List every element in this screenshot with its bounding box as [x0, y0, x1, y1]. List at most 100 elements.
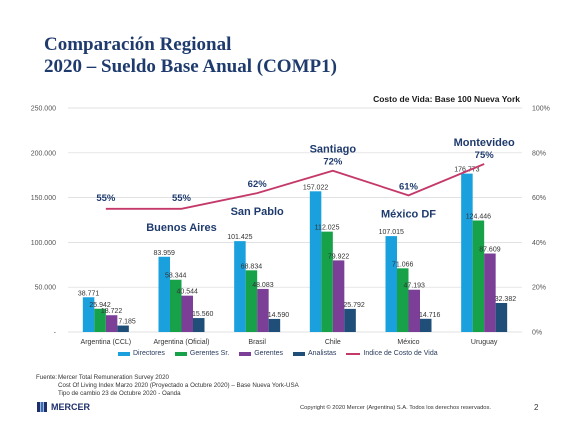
mercer-logo: MERCER — [37, 402, 90, 412]
bar-value-label: 157.022 — [303, 184, 328, 191]
bar-analistas — [495, 302, 508, 332]
y-tick-label: - — [54, 330, 57, 337]
legend-swatch — [293, 351, 305, 356]
bar-analistas — [117, 325, 129, 332]
y-tick-label: 200.000 — [31, 150, 56, 157]
bar-value-label: 32.382 — [495, 296, 517, 303]
brand-name: MERCER — [51, 402, 91, 412]
source-line-2: Cost Of Living Index Marzo 2020 (Proyect… — [58, 382, 299, 389]
city-label: Montevideo — [454, 137, 515, 149]
y2-tick-label: 0% — [532, 330, 542, 337]
bar-value-label: 25.792 — [343, 302, 365, 309]
source-line-3: Tipo de cambio 23 de Octubre 2020 - Oand… — [58, 390, 181, 397]
cost-index-label: 55% — [96, 193, 116, 204]
bar-value-label: 83.959 — [154, 250, 176, 257]
source-label: Fuente: — [36, 374, 57, 381]
chart-legend: Directores Gerentes Sr. Gerentes Analistas I… — [118, 350, 438, 357]
legend-item: Gerentes Sr. — [174, 350, 230, 357]
legend-item: Directores — [118, 350, 165, 357]
bar-directores — [309, 191, 322, 332]
y-tick-label: 250.000 — [31, 106, 56, 113]
y2-tick-label: 60% — [532, 195, 546, 202]
legend-swatch — [118, 351, 130, 356]
category-label: Argentina (Oficial) — [153, 339, 209, 346]
bar-analistas — [420, 318, 432, 332]
bar-value-label: 87.609 — [479, 247, 501, 254]
bar-analistas — [344, 308, 356, 332]
cost-index-label: 62% — [248, 179, 268, 190]
city-label: Buenos Aires — [146, 222, 217, 234]
bar-value-label: 176.773 — [454, 167, 479, 174]
bar-value-label: 40.544 — [177, 289, 199, 296]
bar-value-label: 48.083 — [252, 282, 274, 289]
bar-gerentes — [181, 295, 193, 332]
bar-value-label: 68.834 — [241, 263, 263, 270]
copyright-text: Copyright © 2020 Mercer (Argentina) S.A.… — [300, 405, 492, 411]
bar-value-label: 15.560 — [192, 311, 214, 318]
category-label: Brasil — [248, 339, 266, 346]
bar-gerentes-sr- — [245, 270, 258, 332]
bar-gerentes — [105, 315, 118, 332]
bar-gerentes — [332, 260, 345, 332]
bar-value-label: 79.922 — [328, 253, 350, 260]
bar-directores — [234, 241, 246, 332]
bar-value-label: 71.066 — [392, 261, 414, 268]
page-number: 2 — [534, 403, 539, 412]
legend-label: Gerentes Sr. — [189, 350, 230, 357]
cost-index-label: 61% — [399, 181, 419, 192]
source-line-1: Mercer Total Remuneration Survey 2020 — [58, 374, 169, 381]
bar-gerentes — [484, 253, 496, 332]
bar-gerentes-sr- — [321, 231, 333, 332]
bar-directores — [158, 256, 170, 332]
title-line-2: 2020 – Sueldo Base Anual (COMP1) — [44, 56, 337, 77]
legend-label: Analistas — [308, 350, 337, 357]
bar-value-label: 14.716 — [419, 312, 441, 319]
bar-gerentes-sr- — [397, 268, 409, 332]
bar-value-label: 18.722 — [101, 308, 123, 315]
legend-item: Analistas — [293, 350, 336, 357]
bar-gerentes — [257, 288, 269, 332]
y-tick-label: 50.000 — [35, 285, 57, 292]
cost-of-living-line — [105, 163, 485, 210]
bar-value-label: 58.344 — [165, 273, 187, 280]
category-label: Argentina (CCL) — [81, 339, 132, 346]
bar-gerentes — [408, 289, 420, 332]
cost-index-label: 72% — [323, 157, 343, 168]
y2-tick-label: 40% — [532, 240, 546, 247]
bar-value-label: 112.025 — [315, 225, 340, 232]
city-label: México DF — [381, 208, 436, 220]
category-label: México — [397, 339, 419, 346]
y-tick-label: 150.000 — [31, 195, 56, 202]
bar-value-label: 124.446 — [466, 213, 491, 220]
legend-label: Directores — [133, 350, 165, 357]
bar-value-label: 7.185 — [118, 319, 136, 326]
bar-value-label: 14.590 — [268, 312, 290, 319]
bar-directores — [385, 236, 397, 332]
bar-value-label: 107.015 — [379, 229, 404, 236]
legend-line-swatch — [346, 352, 361, 355]
bar-value-label: 38.771 — [78, 290, 100, 297]
legend-item: Gerentes — [239, 350, 283, 357]
bar-analistas — [193, 318, 205, 332]
legend-label: Indice de Costo de Vida — [363, 350, 438, 357]
bar-value-label: 101.425 — [227, 234, 252, 241]
legend-swatch — [239, 351, 252, 356]
legend-label: Gerentes — [254, 350, 283, 357]
bar-gerentes-sr- — [170, 279, 182, 332]
bar-value-label: 25.942 — [89, 302, 111, 309]
title-line-1: Comparación Regional — [44, 34, 232, 55]
legend-swatch — [174, 351, 187, 356]
chart-subtitle: Costo de Vida: Base 100 Nueva York — [373, 94, 520, 104]
cost-index-label: 75% — [475, 150, 495, 161]
city-label: San Pablo — [231, 206, 284, 218]
bar-directores — [82, 297, 95, 332]
y2-tick-label: 80% — [532, 150, 546, 157]
category-label: Chile — [325, 339, 341, 346]
y2-tick-label: 100% — [532, 106, 550, 113]
bar-gerentes-sr- — [94, 308, 106, 332]
bar-analistas — [268, 318, 281, 332]
y-tick-label: 100.000 — [31, 240, 56, 247]
bar-directores — [461, 173, 473, 332]
